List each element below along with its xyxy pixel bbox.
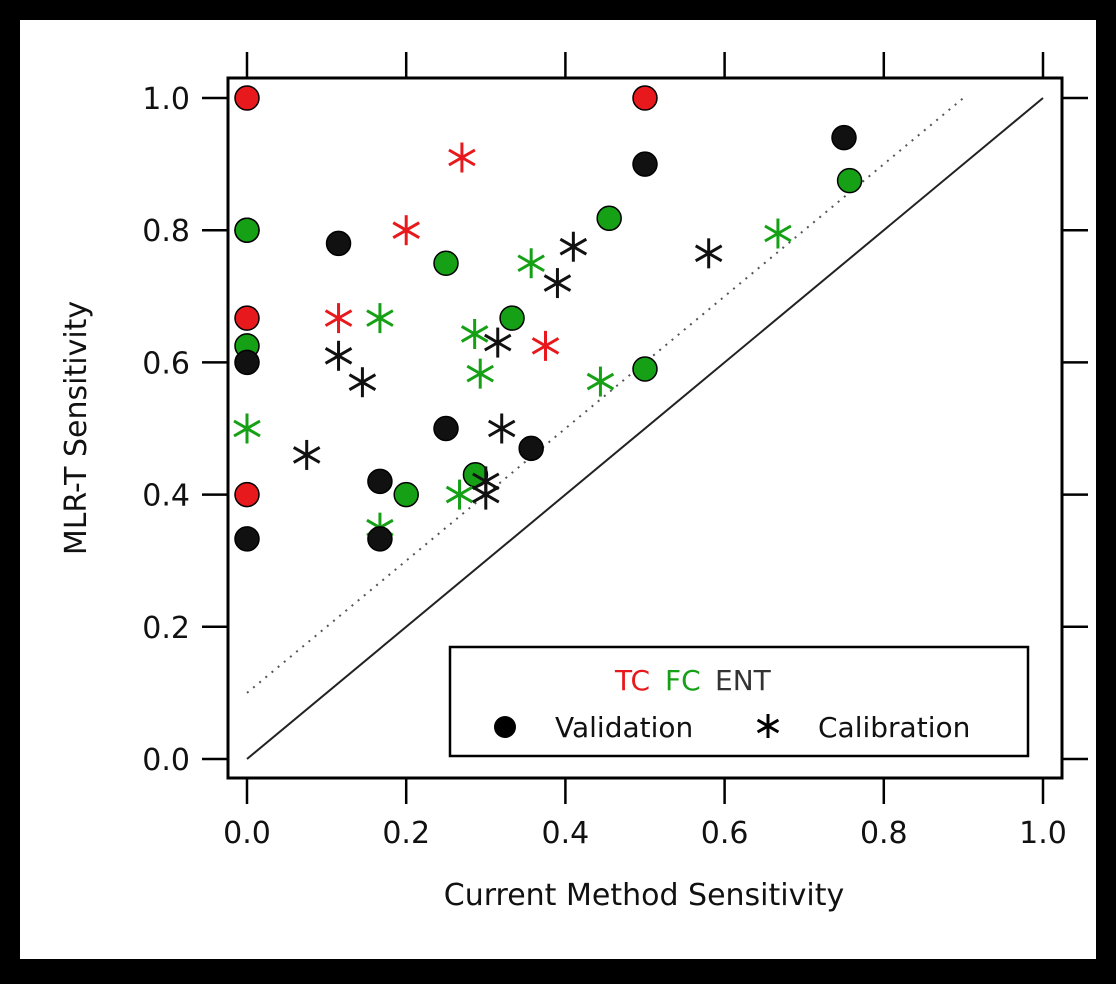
asterisk-stroke xyxy=(460,325,489,343)
x-tick-label: 0.6 xyxy=(701,816,749,851)
y-tick-label: 0.2 xyxy=(142,611,190,646)
data-point xyxy=(586,366,615,397)
legend-calibration-label: Calibration xyxy=(818,711,970,744)
data-point xyxy=(596,205,622,232)
x-tick-label: 1.0 xyxy=(1019,816,1067,851)
data-point xyxy=(694,238,723,269)
x-axis-label: Current Method Sensitivity xyxy=(444,878,844,913)
y-tick-label: 0.8 xyxy=(142,214,190,249)
data-point xyxy=(487,413,516,444)
asterisk-stroke xyxy=(756,718,780,734)
data-point xyxy=(324,340,353,371)
asterisk-stroke xyxy=(517,254,545,273)
series-fc-calibration xyxy=(233,218,792,543)
legend-validation-label: Validation xyxy=(555,711,693,744)
asterisk-stroke xyxy=(324,309,353,327)
y-tick-label: 1.0 xyxy=(142,82,190,117)
plot-frame xyxy=(226,76,1064,780)
legend-validation-marker xyxy=(494,716,516,738)
asterisk-stroke xyxy=(448,148,476,167)
data-point xyxy=(764,218,792,249)
data-point xyxy=(559,231,588,262)
data-point xyxy=(472,479,500,510)
data-point xyxy=(632,151,658,177)
asterisk-stroke xyxy=(487,419,516,438)
data-point xyxy=(234,349,260,376)
asterisk-stroke xyxy=(586,372,615,391)
asterisk-stroke xyxy=(466,364,494,383)
legend-box xyxy=(448,645,1030,758)
reference-line-dotted xyxy=(246,97,965,694)
asterisk-stroke xyxy=(348,373,377,392)
asterisk-stroke xyxy=(764,224,792,243)
x-tick-label: 0.2 xyxy=(382,816,430,851)
data-point xyxy=(543,268,572,299)
data-point xyxy=(234,481,260,508)
data-point xyxy=(632,356,658,382)
data-point xyxy=(325,230,352,257)
series-ent-validation xyxy=(234,124,857,552)
data-point xyxy=(460,318,489,349)
data-point xyxy=(433,415,459,442)
y-tick-label: 0.6 xyxy=(142,346,190,381)
asterisk-stroke xyxy=(543,274,572,292)
data-point xyxy=(517,248,545,279)
data-point xyxy=(448,142,476,173)
x-tick-label: 0.4 xyxy=(542,816,590,851)
asterisk-stroke xyxy=(483,333,512,352)
data-point xyxy=(367,468,393,495)
legend-group-tc: TC xyxy=(614,664,650,697)
reference-line-identity xyxy=(246,97,1044,760)
data-point xyxy=(831,124,857,151)
data-point xyxy=(324,303,353,334)
asterisk-stroke xyxy=(472,485,500,504)
data-point xyxy=(234,85,260,111)
data-point xyxy=(234,217,260,243)
asterisk-stroke xyxy=(559,237,588,256)
asterisk-stroke xyxy=(366,309,394,327)
legend-calibration-marker xyxy=(756,714,780,738)
data-point xyxy=(366,303,394,334)
data-point xyxy=(483,327,512,358)
asterisk-stroke xyxy=(531,337,560,355)
legend: TC FC ENT Validation Calibration xyxy=(448,645,1030,758)
data-point xyxy=(632,85,658,111)
series-ent-calibration xyxy=(292,231,723,510)
data-point xyxy=(234,526,260,552)
data-point xyxy=(367,526,393,552)
y-tick-label: 0.4 xyxy=(142,479,190,514)
legend-group-ent: ENT xyxy=(715,664,772,697)
asterisk-stroke xyxy=(292,446,321,464)
data-point xyxy=(499,305,525,331)
asterisk-stroke xyxy=(392,221,420,239)
data-point xyxy=(233,413,261,444)
asterisk-stroke xyxy=(324,346,353,365)
plot-layer: 0.0 0.0 0.2 0.2 0.4 0.4 0.6 0.6 0.8 0.8 1.0 1.0 xyxy=(142,52,1088,851)
figure-background xyxy=(20,20,1096,959)
data-point xyxy=(433,250,459,276)
data-point xyxy=(234,305,260,331)
data-point xyxy=(531,330,560,361)
data-point xyxy=(836,167,863,194)
x-tick-label: 0.0 xyxy=(223,816,271,851)
data-point xyxy=(466,358,494,389)
data-point xyxy=(445,479,474,510)
data-point xyxy=(348,367,377,398)
asterisk-stroke xyxy=(694,244,723,263)
x-tick-label: 0.8 xyxy=(860,816,908,851)
data-point xyxy=(392,215,420,246)
y-tick-label: 0.0 xyxy=(142,743,190,778)
series-tc-calibration xyxy=(324,142,560,361)
legend-group-fc: FC xyxy=(665,664,701,697)
y-axis-label: MLR-T Sensitivity xyxy=(59,301,94,555)
data-point xyxy=(518,435,544,462)
data-point xyxy=(393,481,419,508)
asterisk-stroke xyxy=(233,419,261,438)
data-point xyxy=(292,439,321,470)
asterisk-stroke xyxy=(445,485,474,504)
